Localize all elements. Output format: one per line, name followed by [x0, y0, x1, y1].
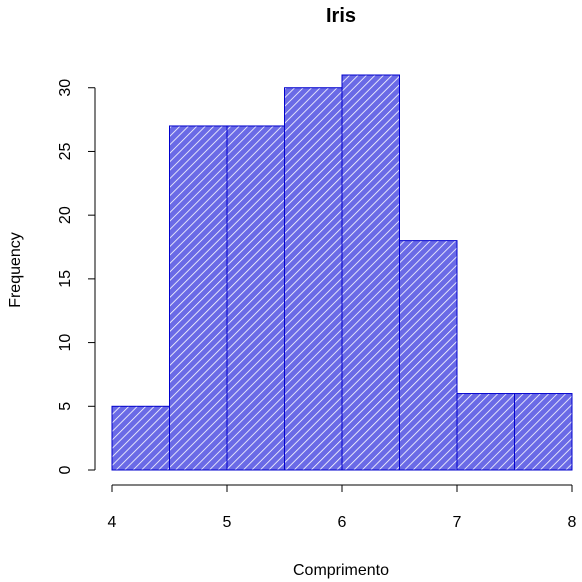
histogram-bar-4 — [341, 74, 400, 471]
x-axis: 4 5 6 7 8 — [108, 484, 577, 531]
chart-title: Iris — [326, 5, 356, 27]
y-tick-label: 5 — [57, 402, 74, 411]
y-axis-label: Frequency — [7, 232, 24, 308]
histogram-bar-2 — [226, 125, 285, 471]
y-tick-label: 25 — [57, 142, 74, 160]
y-tick-label: 0 — [57, 465, 74, 474]
histogram-bar-0 — [111, 405, 170, 471]
y-tick-label: 20 — [57, 206, 74, 224]
x-tick-label: 7 — [453, 514, 462, 531]
histogram-bar-1 — [169, 125, 228, 471]
histogram-bar-7 — [514, 393, 573, 471]
histogram-bar-6 — [456, 393, 515, 471]
x-tick-label: 4 — [108, 514, 117, 531]
histogram-bar-5 — [399, 240, 458, 471]
y-tick-label: 15 — [57, 270, 74, 288]
histogram-bar-3 — [284, 87, 343, 471]
x-axis-label: Comprimento — [293, 562, 389, 579]
x-tick-label: 5 — [223, 514, 232, 531]
x-tick-label: 6 — [338, 514, 347, 531]
bars-group — [111, 74, 573, 471]
x-tick-label: 8 — [568, 514, 577, 531]
y-tick-label: 30 — [57, 79, 74, 97]
y-axis: 0 5 10 15 20 25 30 — [57, 79, 96, 474]
y-tick-label: 10 — [57, 334, 74, 352]
